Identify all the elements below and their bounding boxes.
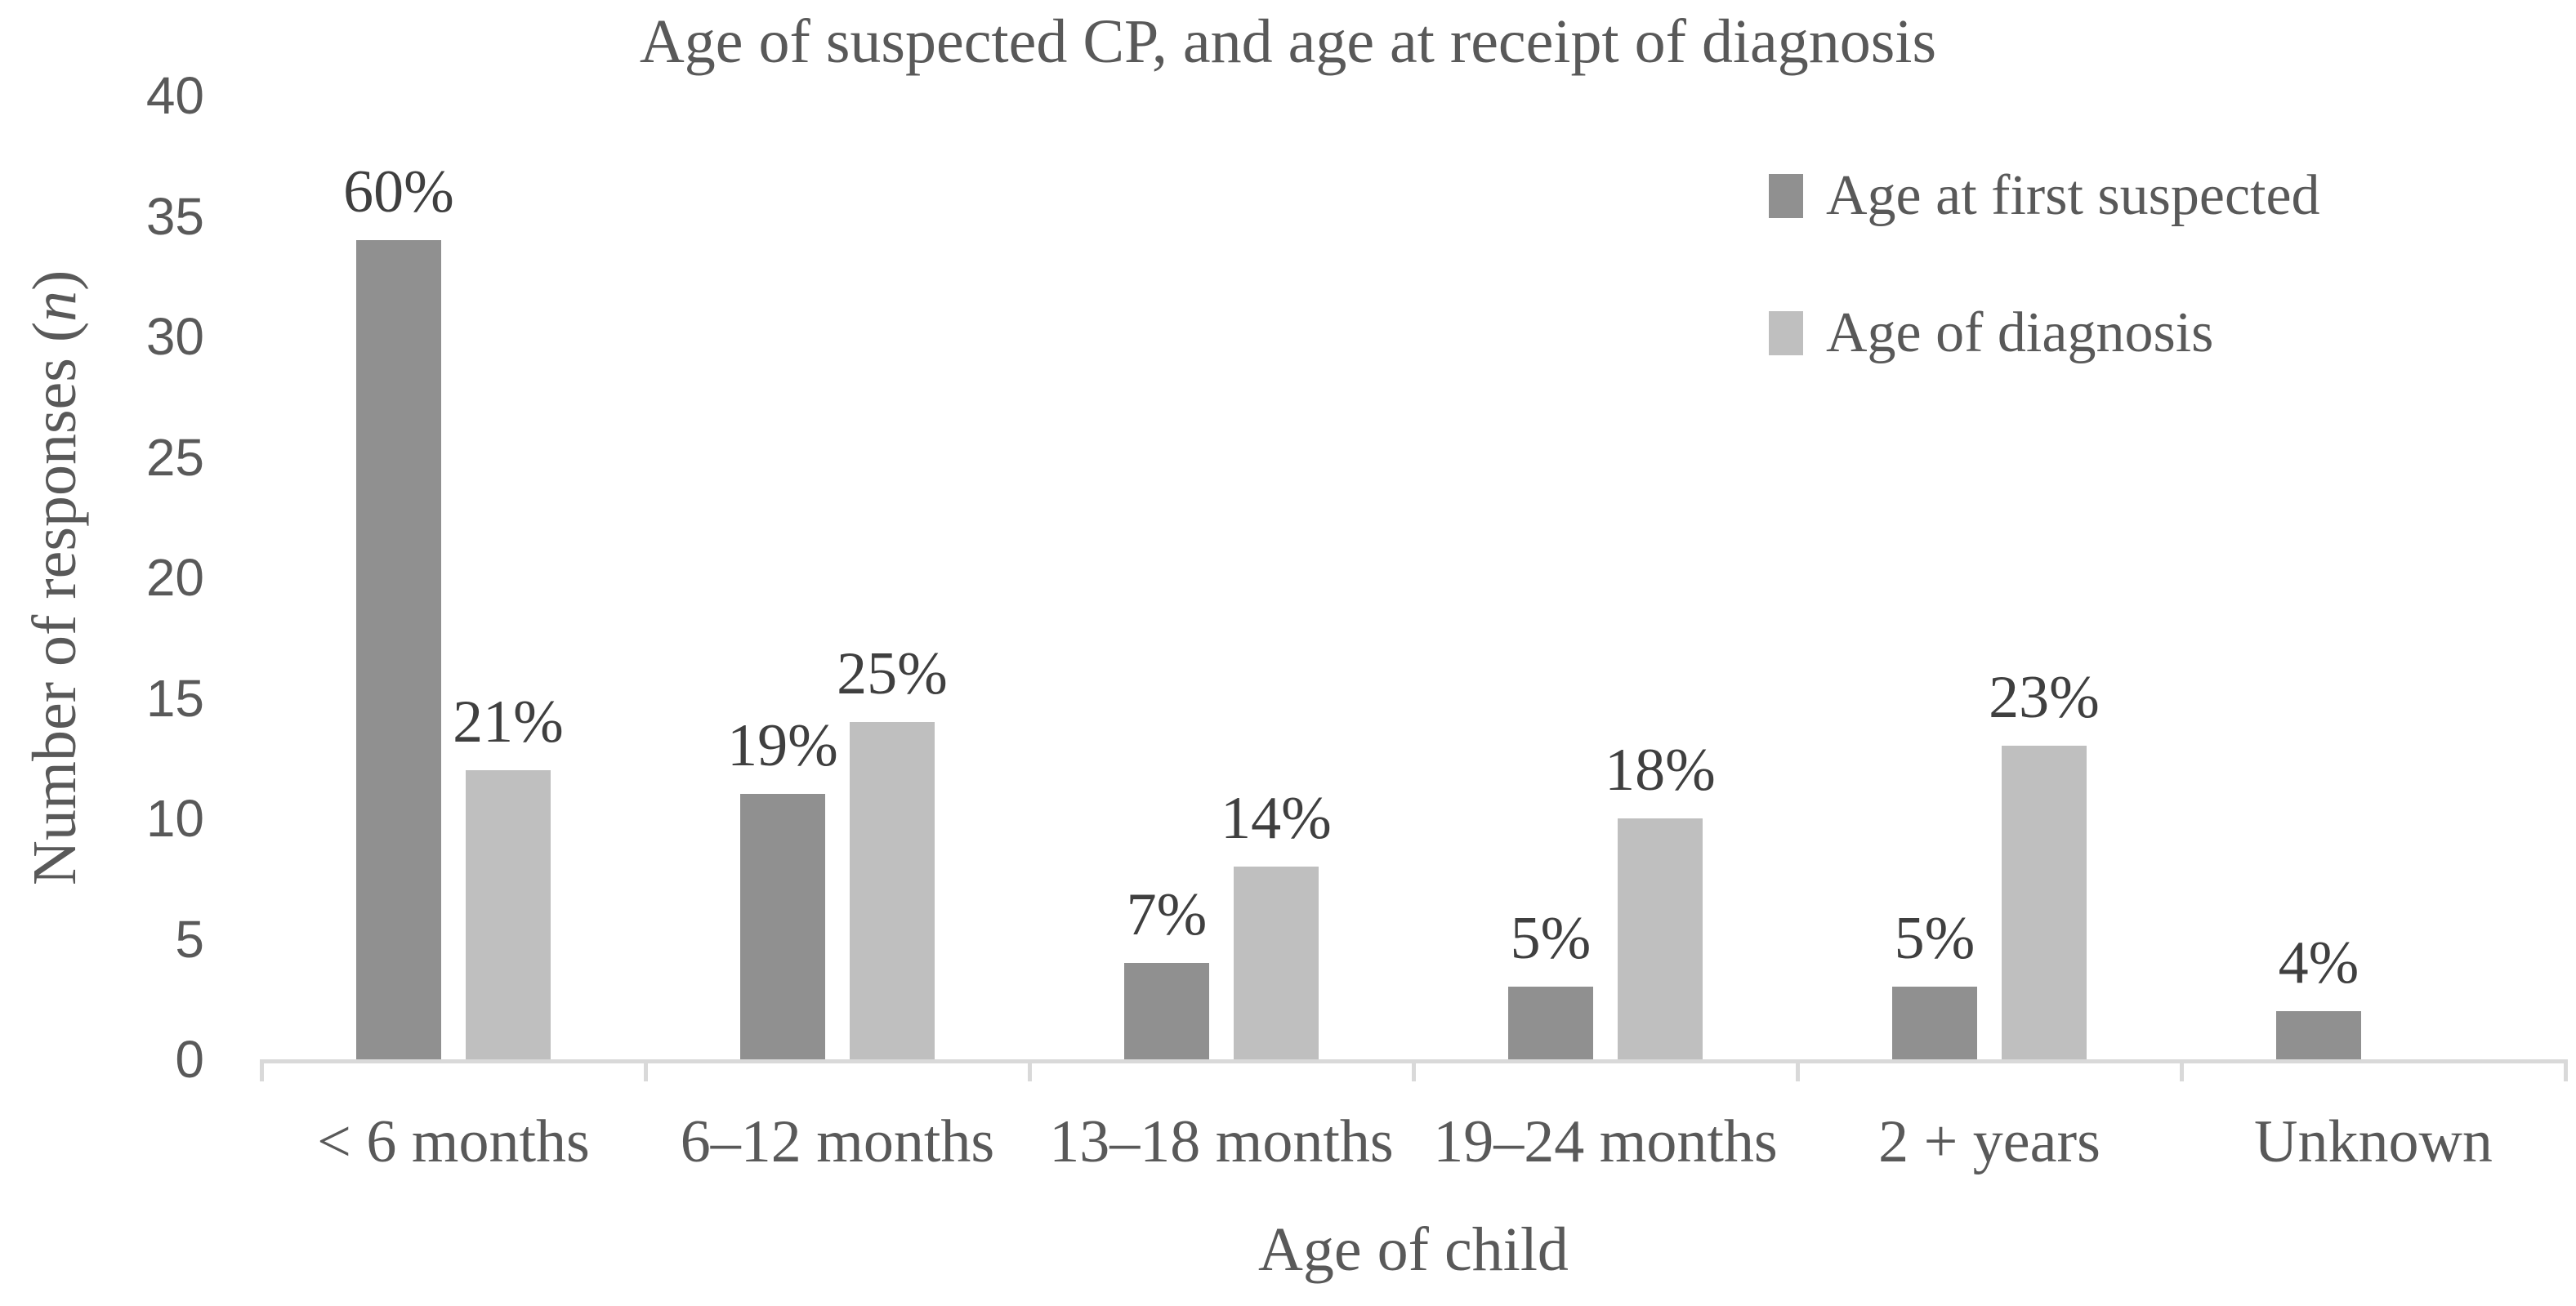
y-axis-tick-label: 10 — [145, 789, 204, 848]
x-axis-tick-mark — [2180, 1059, 2184, 1081]
bar-age-at-first-suspected — [1124, 963, 1209, 1059]
x-axis-tick-mark — [260, 1059, 264, 1081]
data-label: 7% — [1126, 881, 1208, 948]
legend-marker-age-at-first-suspected — [1769, 174, 1803, 218]
bar-age-of-diagnosis — [466, 770, 551, 1059]
x-axis-tick-mark — [2564, 1059, 2568, 1081]
data-label: 25% — [837, 640, 948, 707]
category-group: 19% 25% — [645, 96, 1029, 1059]
plot-area: 0 5 10 15 20 25 30 35 40 60% 21% < 6 months 19% 25% 6–… — [146, 69, 2568, 1172]
x-axis-tick-mark — [1412, 1059, 1416, 1081]
category-group: 5% 23% — [1797, 96, 2181, 1059]
bar-age-at-first-suspected — [1892, 987, 1977, 1059]
data-label: 5% — [1510, 905, 1592, 972]
bar-age-of-diagnosis — [1618, 818, 1703, 1059]
legend-entry: Age of diagnosis — [1769, 305, 2320, 362]
y-axis-tick-label: 35 — [145, 186, 204, 246]
category-group: 60% 21% — [261, 96, 645, 1059]
category-label: < 6 months — [317, 1108, 590, 1175]
data-label: 19% — [727, 712, 838, 779]
x-axis-tick-mark — [644, 1059, 648, 1081]
data-label: 21% — [453, 689, 564, 756]
legend-label: Age at first suspected — [1826, 164, 2320, 227]
y-axis-tick-label: 15 — [145, 668, 204, 728]
data-label: 23% — [1989, 664, 2100, 731]
category-group: 4% — [2181, 96, 2565, 1059]
y-axis-tick-label: 40 — [145, 66, 204, 125]
x-axis-tick-mark — [1796, 1059, 1800, 1081]
y-axis-tick-label: 0 — [175, 1030, 204, 1089]
legend-label: Age of diagnosis — [1826, 301, 2214, 364]
legend-marker-age-of-diagnosis — [1769, 311, 1803, 355]
x-axis-tick-mark — [1028, 1059, 1032, 1081]
bar-age-of-diagnosis — [850, 722, 935, 1059]
category-label: 2 + years — [1878, 1108, 2101, 1175]
y-axis-tick-label: 5 — [175, 909, 204, 969]
bar-age-of-diagnosis — [1234, 867, 1319, 1059]
bar-age-of-diagnosis — [2002, 746, 2087, 1059]
category-label: Unknown — [2254, 1108, 2493, 1175]
bar-age-at-first-suspected — [740, 794, 825, 1059]
bar-age-at-first-suspected — [1508, 987, 1593, 1059]
category-label: 13–18 months — [1049, 1108, 1394, 1175]
x-axis-title: Age of child — [1258, 1215, 1569, 1284]
y-axis-tick-label: 25 — [145, 427, 204, 487]
category-group: 5% 18% — [1413, 96, 1797, 1059]
data-label: 4% — [2278, 929, 2359, 996]
bar-age-at-first-suspected — [356, 240, 441, 1059]
legend: Age at first suspected Age of diagnosis — [1769, 167, 2320, 362]
y-axis-tick-label: 30 — [145, 307, 204, 366]
chart-title: Age of suspected CP, and age at receipt … — [639, 7, 1937, 76]
category-label: 6–12 months — [680, 1108, 995, 1175]
legend-entry: Age at first suspected — [1769, 167, 2320, 225]
y-axis-tick-label: 20 — [145, 548, 204, 607]
y-axis-title-suffix: ) — [20, 270, 89, 291]
data-label: 14% — [1221, 785, 1332, 852]
data-label: 60% — [343, 158, 454, 225]
category-group: 7% 14% — [1029, 96, 1413, 1059]
data-label: 5% — [1894, 905, 1976, 972]
category-label: 19–24 months — [1433, 1108, 1778, 1175]
bar-age-at-first-suspected — [2276, 1011, 2361, 1059]
data-label: 18% — [1605, 737, 1716, 804]
